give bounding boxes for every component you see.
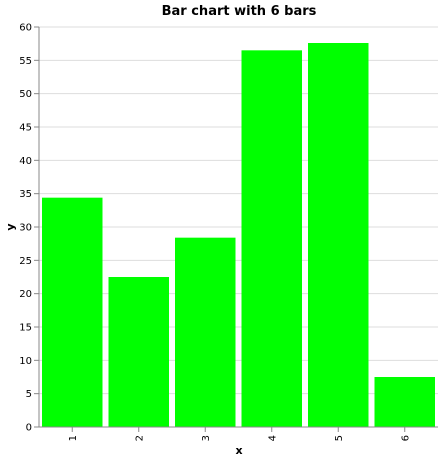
x-tick-label: 2 [134,435,145,441]
x-tick-label: 5 [334,435,345,441]
bars [42,43,435,427]
x-axis-title: x [235,444,242,457]
y-axis-title: y [4,223,17,230]
y-tick-label: 0 [26,423,32,434]
grid-lines [39,26,438,428]
y-tick-label: 45 [19,123,32,134]
y-tick-label: 55 [19,56,32,67]
y-tick-label: 60 [19,23,32,34]
y-tick-label: 15 [19,323,32,334]
bar [175,237,236,427]
y-tick-label: 50 [19,89,32,100]
y-tick-label: 25 [19,256,32,267]
y-tick-label: 30 [19,223,32,234]
chart-title: Bar chart with 6 bars [162,4,317,19]
y-tick-label: 20 [19,289,32,300]
bar [241,50,302,427]
x-tick-label: 6 [400,435,411,441]
y-tick-label: 35 [19,189,32,200]
y-tick-label: 10 [19,356,32,367]
x-tick-label: 3 [201,435,212,441]
bar [42,197,103,427]
x-tick-label: 4 [267,435,278,441]
y-tick-label: 5 [26,389,32,400]
x-tick-label: 1 [68,435,79,441]
bar [108,277,169,427]
bar [374,377,435,427]
bar [308,43,369,427]
y-tick-label: 40 [19,156,32,167]
